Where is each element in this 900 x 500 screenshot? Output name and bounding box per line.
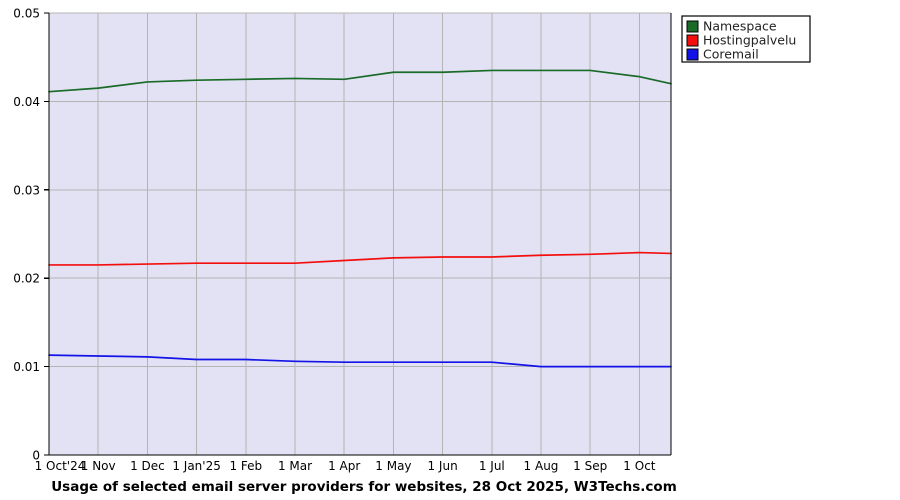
x-tick-label: 1 Sep [573, 459, 607, 473]
series-line-coremail [48, 354, 672, 368]
y-tick-label: 0.03 [13, 183, 40, 197]
legend-swatch-namespace [686, 20, 699, 33]
x-axis-ticks: 1 Oct'241 Nov 1 Dec 1 Jan'25 1 Feb 1 Mar 1 Ap… [35, 459, 656, 473]
x-tick-label: 1 Apr [328, 459, 360, 473]
legend-swatch-coremail [686, 48, 699, 61]
legend-swatch-hostingpalvelu [686, 34, 699, 47]
x-tick-label: 1 Jun [427, 459, 457, 473]
x-tick-label: 1 Oct [623, 459, 655, 473]
series-line-hostingpalvelu [48, 251, 672, 266]
x-tick-label: 1 Oct'24 [35, 459, 86, 473]
x-tick-label: 1 May [375, 459, 411, 473]
x-tick-label: 1 Jan'25 [172, 459, 221, 473]
series-lines [48, 69, 672, 368]
series-line-namespace [48, 69, 672, 93]
x-tick-label: 1 Nov [81, 459, 116, 473]
legend-box [681, 15, 811, 63]
y-tick-label: 0.04 [13, 95, 40, 109]
plot-area-background [49, 13, 671, 455]
x-tick-label: 1 Dec [130, 459, 165, 473]
gridlines [49, 12, 671, 455]
y-tick-label: 0.05 [13, 7, 40, 21]
legend-label-namespace: Namespace [703, 19, 777, 34]
y-tick-label: 0.02 [13, 272, 40, 286]
chart-title: Usage of selected email server providers… [51, 479, 677, 495]
y-tick-label: 0 [32, 449, 40, 463]
y-tick-label: 0.01 [13, 360, 40, 374]
x-tick-label: 1 Aug [524, 459, 559, 473]
x-tick-label: 1 Jul [479, 459, 505, 473]
legend-label-coremail: Coremail [703, 47, 759, 62]
x-tick-label: 1 Mar [278, 459, 312, 473]
y-axis-ticks: 0 0.01 0.02 0.03 0.04 0.05 [13, 7, 49, 463]
legend-label-hostingpalvelu: Hostingpalvelu [703, 33, 796, 48]
x-tick-label: 1 Feb [229, 459, 262, 473]
